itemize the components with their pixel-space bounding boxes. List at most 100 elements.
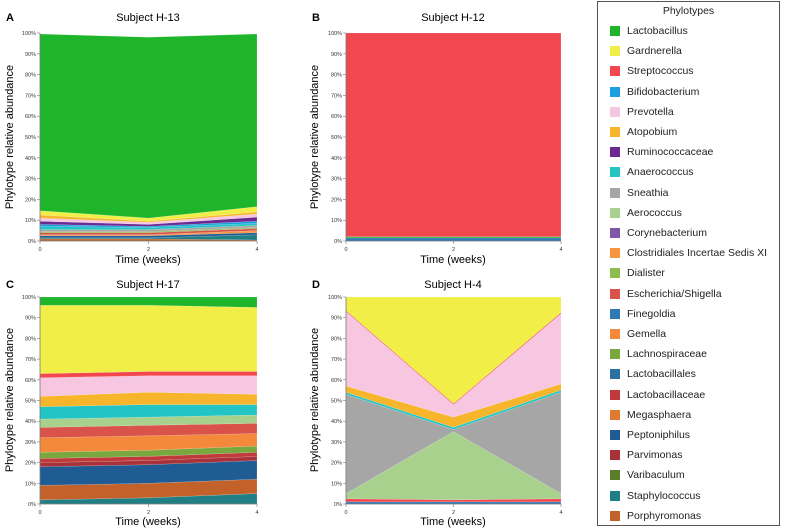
- panel-b-ytick-label: 50%: [331, 135, 342, 141]
- legend-label: Porphyromonas: [627, 510, 701, 522]
- legend-swatch: [610, 208, 620, 218]
- legend-item-sneathia: Sneathia: [610, 186, 668, 200]
- panel-c-xtick-label: 4: [255, 510, 258, 516]
- panel-c-xlabel: Time (weeks): [115, 516, 181, 528]
- legend-swatch: [610, 329, 620, 339]
- panel-d-xtick-label: 0: [344, 510, 347, 516]
- panel-d-ytick-label: 40%: [331, 419, 342, 425]
- legend-label: Escherichia/Shigella: [627, 288, 722, 300]
- legend-swatch: [610, 147, 620, 157]
- legend-swatch: [610, 410, 620, 420]
- legend-swatch: [610, 228, 620, 238]
- legend-label: Varibaculum: [627, 469, 685, 481]
- legend-label: Ruminococcaceae: [627, 146, 713, 158]
- legend-label: Dialister: [627, 267, 665, 279]
- panel-a-ytick-label: 80%: [25, 73, 36, 79]
- legend-swatch: [610, 66, 620, 76]
- panel-d-ytick-label: 60%: [331, 378, 342, 384]
- panel-a: A Subject H-13 Phylotype relative abunda…: [4, 12, 259, 266]
- legend-label: Clostridiales Incertae Sedis XI: [627, 247, 767, 259]
- legend-swatch: [610, 268, 620, 278]
- legend-item-anaerococcus: Anaerococcus: [610, 165, 694, 179]
- legend-item-megasphaera: Megasphaera: [610, 408, 691, 422]
- panel-d: D Subject H-4 Phylotype relative abundan…: [309, 279, 563, 528]
- legend-label: Parvimonas: [627, 449, 682, 461]
- panel-b-xlabel: Time (weeks): [420, 254, 486, 266]
- legend-label: Lactobacillales: [627, 368, 696, 380]
- panel-b-ytick-label: 100%: [328, 31, 342, 37]
- panel-a-ytick-label: 100%: [22, 31, 36, 37]
- panel-b-xtick-label: 2: [452, 247, 455, 253]
- panel-c-title: Subject H-17: [116, 279, 180, 291]
- legend-swatch: [610, 390, 620, 400]
- panel-d-ytick-label: 100%: [328, 295, 342, 301]
- legend-item-prevotella: Prevotella: [610, 105, 674, 119]
- panel-d-xtick-label: 4: [559, 510, 562, 516]
- legend-label: Bifidobacterium: [627, 86, 699, 98]
- panel-d-ytick-label: 70%: [331, 357, 342, 363]
- legend-swatch: [610, 430, 620, 440]
- panel-b-ylabel: Phylotype relative abundance: [309, 65, 321, 209]
- panel-b: B Subject H-12 Phylotype relative abunda…: [309, 12, 563, 266]
- panel-a-ytick-label: 10%: [25, 218, 36, 224]
- panel-d-ylabel: Phylotype relative abundance: [309, 328, 321, 472]
- legend-swatch: [610, 248, 620, 258]
- legend-label: Sneathia: [627, 187, 668, 199]
- legend-swatch: [610, 188, 620, 198]
- panel-d-ytick-label: 10%: [331, 481, 342, 487]
- panel-c-ytick-label: 50%: [25, 399, 36, 405]
- panel-a-ytick-label: 90%: [25, 52, 36, 58]
- panel-d-ytick-label: 0%: [334, 502, 342, 508]
- legend-swatch: [610, 349, 620, 359]
- panel-a-area-lactobacillus-13: [40, 34, 257, 218]
- legend-label: Prevotella: [627, 106, 674, 118]
- legend-swatch: [610, 26, 620, 36]
- panel-letter-d: D: [312, 279, 320, 291]
- panel-c-ytick-label: 0%: [28, 502, 36, 508]
- panel-b-xtick-label: 4: [559, 247, 562, 253]
- legend-label: Lactobacillaceae: [627, 389, 705, 401]
- panel-c-xtick-label: 2: [147, 510, 150, 516]
- legend: Phylotypes Lactobacillus Gardnerella Strep…: [597, 1, 780, 526]
- legend-label: Atopobium: [627, 126, 677, 138]
- legend-title: Phylotypes: [598, 5, 779, 17]
- legend-item-parvimonas: Parvimonas: [610, 448, 682, 462]
- legend-item-lachnospiraceae: Lachnospiraceae: [610, 347, 707, 361]
- panel-d-ytick-label: 50%: [331, 399, 342, 405]
- legend-item-escherichia-shigella: Escherichia/Shigella: [610, 287, 722, 301]
- panel-c-ylabel: Phylotype relative abundance: [4, 328, 16, 472]
- panel-b-ytick-label: 60%: [331, 114, 342, 120]
- panel-a-ytick-label: 20%: [25, 197, 36, 203]
- panel-b-ytick-label: 20%: [331, 197, 342, 203]
- legend-item-ruminococcaceae: Ruminococcaceae: [610, 145, 713, 159]
- legend-item-corynebacterium: Corynebacterium: [610, 226, 707, 240]
- legend-label: Finegoldia: [627, 308, 675, 320]
- legend-label: Gemella: [627, 328, 666, 340]
- legend-swatch: [610, 450, 620, 460]
- panel-d-ytick-label: 80%: [331, 336, 342, 342]
- legend-swatch: [610, 167, 620, 177]
- legend-label: Megasphaera: [627, 409, 691, 421]
- panel-letter-b: B: [312, 12, 320, 24]
- legend-item-staphylococcus: Staphylococcus: [610, 489, 701, 503]
- legend-item-dialister: Dialister: [610, 266, 665, 280]
- legend-item-lactobacillaceae: Lactobacillaceae: [610, 388, 705, 402]
- panel-a-ylabel: Phylotype relative abundance: [4, 65, 16, 209]
- panel-c-ytick-label: 10%: [25, 481, 36, 487]
- panel-letter-a: A: [6, 12, 14, 24]
- legend-label: Corynebacterium: [627, 227, 707, 239]
- legend-swatch: [610, 369, 620, 379]
- panel-d-title: Subject H-4: [424, 279, 481, 291]
- legend-item-peptoniphilus: Peptoniphilus: [610, 428, 690, 442]
- panel-a-ytick-label: 50%: [25, 135, 36, 141]
- legend-item-lactobacillales: Lactobacillales: [610, 367, 696, 381]
- legend-item-atopobium: Atopobium: [610, 125, 677, 139]
- panel-a-title: Subject H-13: [116, 12, 180, 24]
- legend-label: Gardnerella: [627, 45, 682, 57]
- panel-c-ytick-label: 40%: [25, 419, 36, 425]
- legend-label: Streptococcus: [627, 65, 694, 77]
- legend-item-lactobacillus: Lactobacillus: [610, 24, 688, 38]
- panel-a-xtick-label: 2: [147, 247, 150, 253]
- legend-label: Lactobacillus: [627, 25, 688, 37]
- panel-a-xlabel: Time (weeks): [115, 254, 181, 266]
